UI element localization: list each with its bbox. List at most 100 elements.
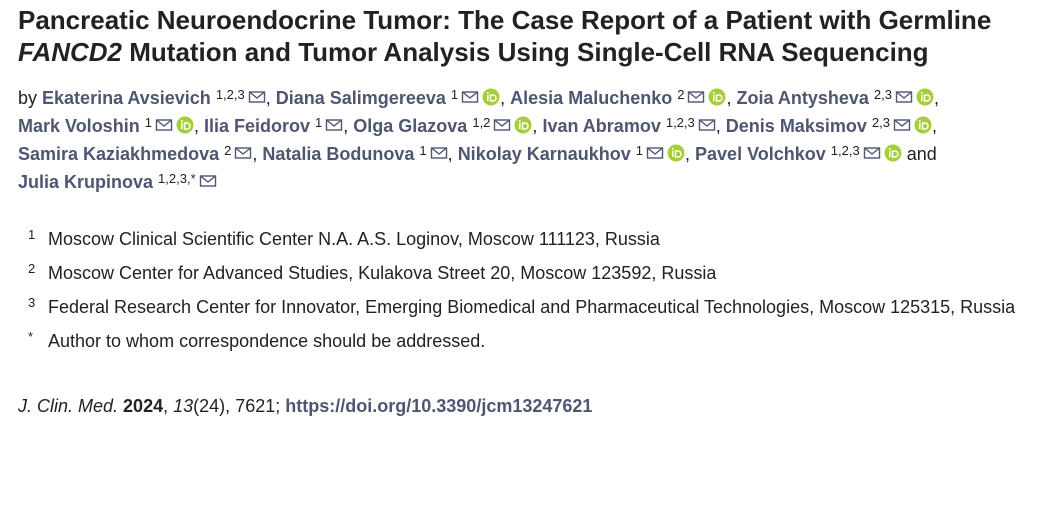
email-icon[interactable]: [461, 88, 479, 106]
affiliation-marker: *: [28, 329, 34, 344]
author-entry: Diana Salimgereeva 1,: [276, 88, 505, 108]
affiliations: 1 Moscow Clinical Scientific Center N.A. …: [28, 224, 1024, 356]
email-icon[interactable]: [199, 172, 217, 190]
separator: ,: [726, 88, 732, 108]
author-affiliation-marker: 1,2,3,*: [158, 171, 196, 186]
article-title: Pancreatic Neuroendocrine Tumor: The Cas…: [18, 4, 1024, 68]
author-affiliation-marker: 1,2,3: [830, 143, 860, 158]
separator: ,: [685, 144, 691, 164]
author-entry: Ilia Feidorov 1,: [204, 116, 348, 136]
doi-link[interactable]: https://doi.org/10.3390/jcm13247621: [285, 396, 593, 416]
issue: (24): [193, 396, 226, 416]
author-entry: Julia Krupinova 1,2,3,*: [18, 172, 217, 192]
author-name[interactable]: Denis Maksimov: [725, 116, 867, 136]
orcid-icon[interactable]: [514, 116, 532, 134]
article-header: Pancreatic Neuroendocrine Tumor: The Cas…: [18, 4, 1024, 417]
author-affiliation-marker: 1,2,3: [215, 87, 245, 102]
affiliation: 1 Moscow Clinical Scientific Center N.A. …: [28, 224, 1024, 254]
author-name[interactable]: Ilia Feidorov: [203, 116, 310, 136]
affiliation-text: Federal Research Center for Innovator, E…: [48, 297, 1016, 317]
affiliation-marker: 2: [28, 261, 36, 276]
separator: ,: [500, 88, 506, 108]
author-name[interactable]: Julia Krupinova: [18, 172, 154, 192]
orcid-icon[interactable]: [884, 144, 902, 162]
author-name[interactable]: Samira Kaziakhmedova: [18, 144, 220, 164]
author-name[interactable]: Natalia Bodunova: [262, 144, 415, 164]
email-icon[interactable]: [893, 116, 911, 134]
orcid-icon[interactable]: [916, 88, 934, 106]
email-icon[interactable]: [155, 116, 173, 134]
journal: J. Clin. Med.: [18, 396, 119, 416]
author-entry: Natalia Bodunova 1,: [262, 144, 452, 164]
author-name[interactable]: Diana Salimgereeva: [275, 88, 446, 108]
author-name[interactable]: Olga Glazova: [353, 116, 468, 136]
author-entry: Alesia Maluchenko 2,: [510, 88, 731, 108]
author-name[interactable]: Ekaterina Avsievich: [42, 88, 211, 108]
affiliation-text: Moscow Clinical Scientific Center N.A. A…: [48, 229, 660, 249]
email-icon[interactable]: [430, 144, 448, 162]
email-icon[interactable]: [493, 116, 511, 134]
email-icon[interactable]: [325, 116, 343, 134]
year: 2024: [123, 396, 164, 416]
author-entry: Zoia Antysheva 2,3,: [737, 88, 939, 108]
author-affiliation-marker: 1: [315, 115, 323, 130]
author-entry: Ivan Abramov 1,2,3,: [542, 116, 720, 136]
author-name[interactable]: Nikolay Karnaukhov: [457, 144, 631, 164]
volume: 13: [173, 396, 194, 416]
title-part: Pancreatic Neuroendocrine Tumor: The Cas…: [18, 5, 992, 35]
separator: ,: [933, 88, 939, 108]
separator: ,: [163, 396, 169, 416]
author-affiliation-marker: 2,3: [871, 115, 890, 130]
email-icon[interactable]: [698, 116, 716, 134]
author-entry: Olga Glazova 1,2,: [353, 116, 537, 136]
author-name[interactable]: Zoia Antysheva: [736, 88, 869, 108]
email-icon[interactable]: [646, 144, 664, 162]
author-entry: Pavel Volchkov 1,2,3: [695, 144, 902, 164]
separator: ,: [447, 144, 453, 164]
affiliation: 2 Moscow Center for Advanced Studies, Kul…: [28, 258, 1024, 288]
and-word: and: [906, 144, 937, 164]
email-icon[interactable]: [895, 88, 913, 106]
author-affiliation-marker: 2: [677, 87, 685, 102]
separator: ,: [193, 116, 199, 136]
author-affiliation-marker: 2: [224, 143, 232, 158]
separator: ,: [252, 144, 258, 164]
separator: ,: [715, 116, 721, 136]
orcid-icon[interactable]: [482, 88, 500, 106]
author-name[interactable]: Alesia Maluchenko: [510, 88, 673, 108]
orcid-icon[interactable]: [914, 116, 932, 134]
email-icon[interactable]: [863, 144, 881, 162]
affiliation: * Author to whom correspondence should be…: [28, 326, 1024, 356]
separator: ,: [532, 116, 538, 136]
affiliation-text: Author to whom correspondence should be …: [48, 331, 486, 351]
author-affiliation-marker: 1: [144, 115, 152, 130]
email-icon[interactable]: [687, 88, 705, 106]
separator: ,: [265, 88, 271, 108]
separator: ,: [225, 396, 231, 416]
author-name[interactable]: Pavel Volchkov: [695, 144, 826, 164]
citation: J. Clin. Med. 2024, 13(24), 7621; https:…: [18, 396, 1024, 417]
author-entry: Ekaterina Avsievich 1,2,3,: [42, 88, 271, 108]
byline: by Ekaterina Avsievich 1,2,3, Diana Sali…: [18, 84, 1024, 196]
orcid-icon[interactable]: [667, 144, 685, 162]
by-word: by: [18, 88, 38, 108]
author-name[interactable]: Mark Voloshin: [18, 116, 140, 136]
author-affiliation-marker: 1: [635, 143, 643, 158]
title-part: FANCD2: [18, 37, 123, 67]
email-icon[interactable]: [234, 144, 252, 162]
author-entry: Nikolay Karnaukhov 1,: [458, 144, 690, 164]
author-affiliation-marker: 2,3: [873, 87, 892, 102]
terminator: ;: [275, 396, 281, 416]
author-entry: Mark Voloshin 1,: [18, 116, 199, 136]
affiliation-text: Moscow Center for Advanced Studies, Kula…: [48, 263, 717, 283]
title-part: Mutation and Tumor Analysis Using Single…: [122, 37, 929, 67]
orcid-icon[interactable]: [176, 116, 194, 134]
orcid-icon[interactable]: [708, 88, 726, 106]
email-icon[interactable]: [248, 88, 266, 106]
author-affiliation-marker: 1: [450, 87, 459, 102]
affiliation-marker: 1: [28, 227, 36, 242]
author-entry: Denis Maksimov 2,3,: [726, 116, 937, 136]
author-name[interactable]: Ivan Abramov: [542, 116, 661, 136]
author-affiliation-marker: 1,2,3: [665, 115, 695, 130]
